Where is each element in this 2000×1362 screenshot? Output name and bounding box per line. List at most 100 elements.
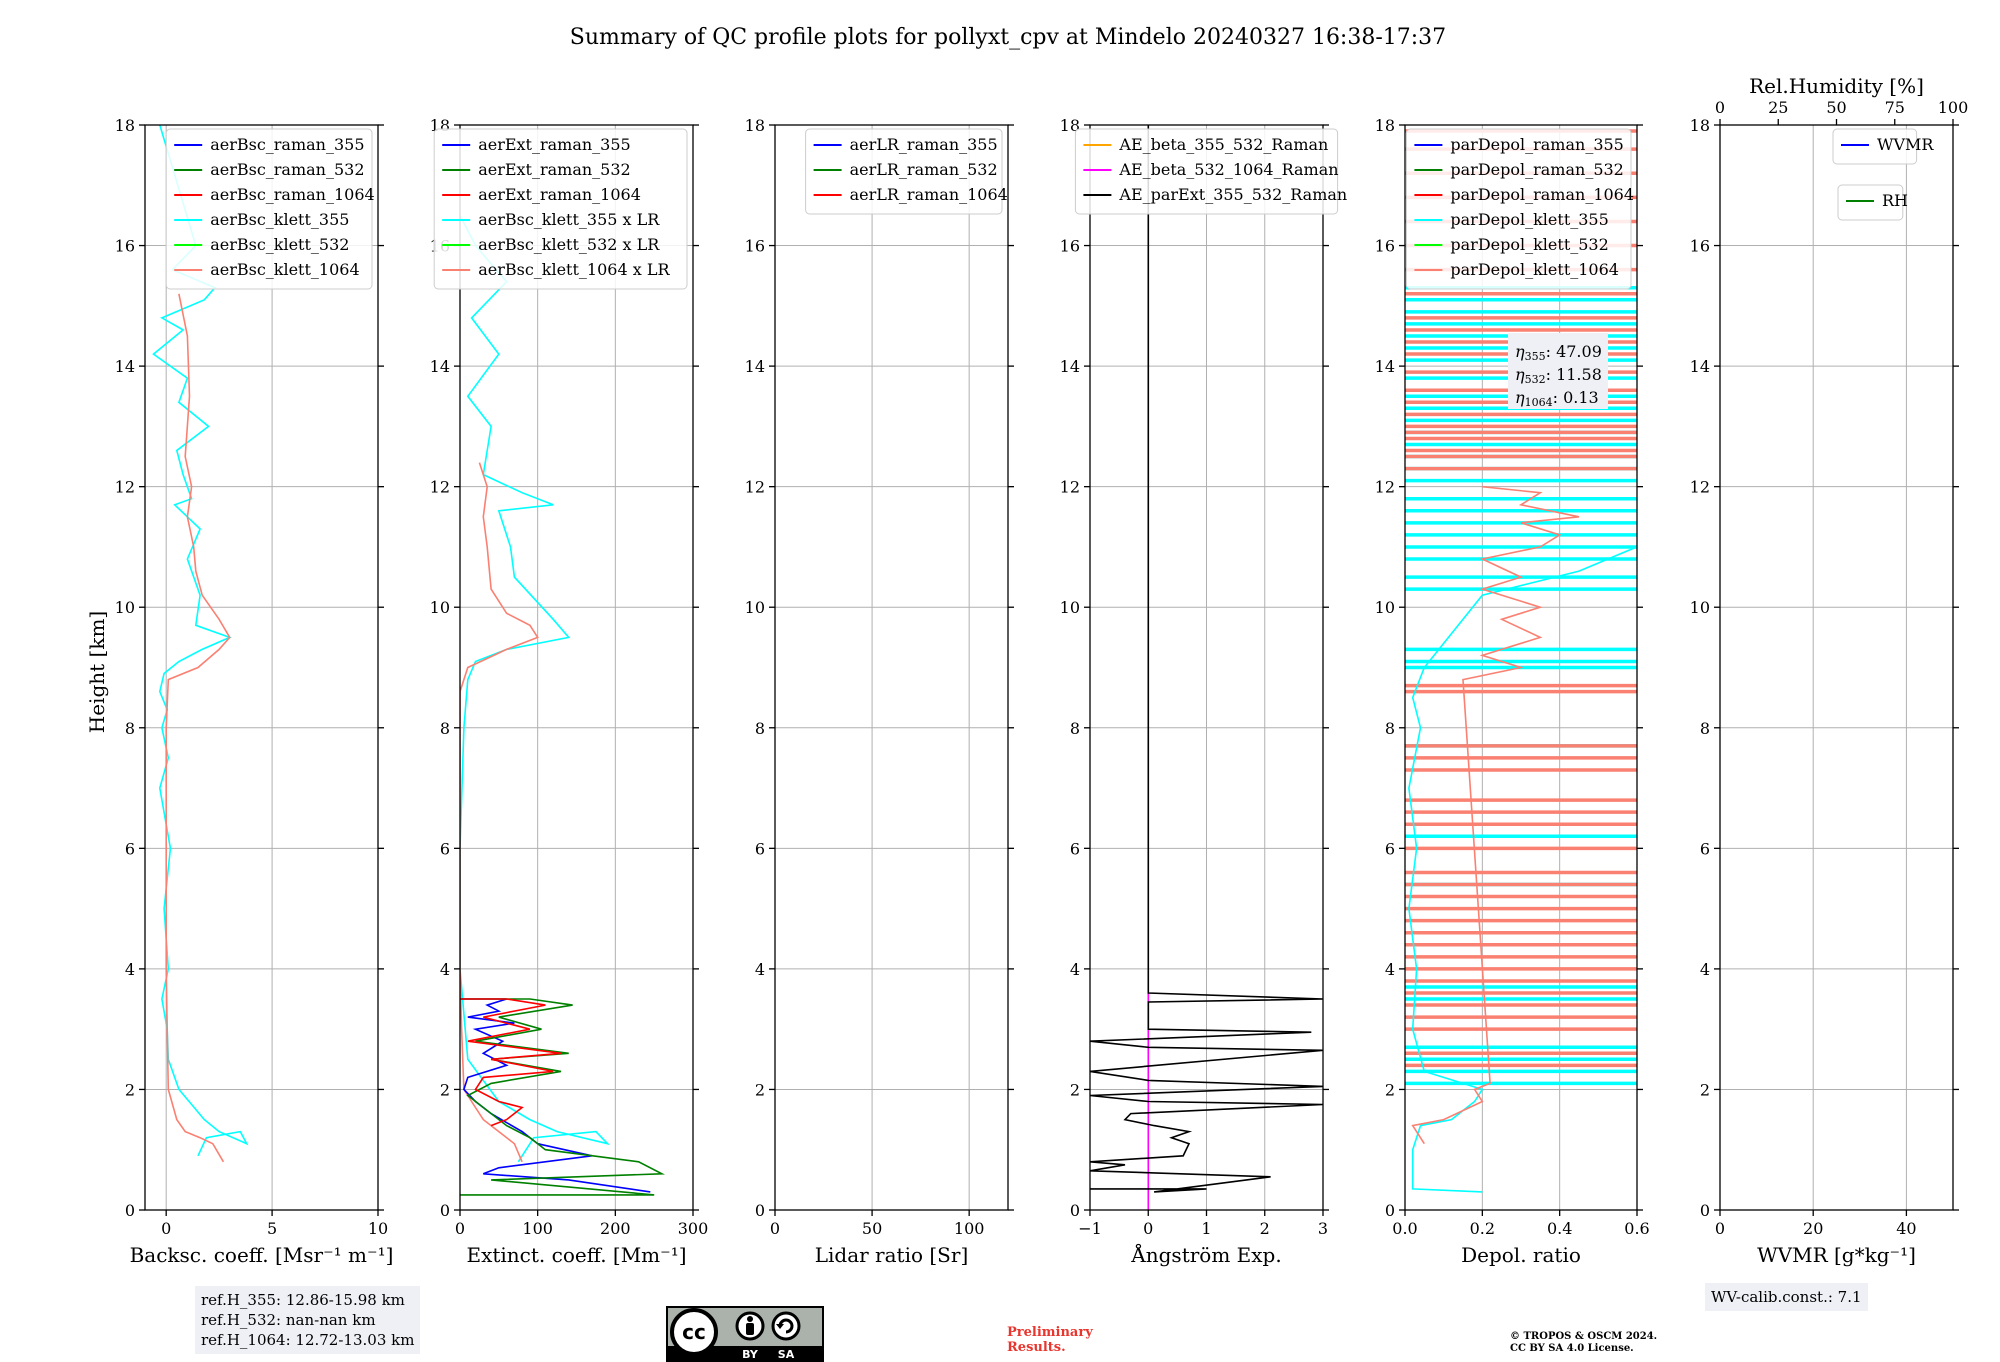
y-tick-label: 6: [125, 839, 135, 858]
y-tick-label: 8: [125, 719, 135, 738]
series-aerBsc_klett_1064 x LR: [460, 462, 539, 1163]
legend-ae: AE_beta_355_532_Raman AE_beta_532_1064_Ra…: [1074, 128, 1347, 215]
copyright-line-1: © TROPOS & OSCM 2024.: [1510, 1331, 1658, 1342]
y-tick-label: 12: [1060, 478, 1080, 497]
y-tick-label: 12: [1375, 478, 1395, 497]
y-tick-label: 16: [115, 237, 135, 256]
x-axis-label: Lidar ratio [Sr]: [815, 1243, 969, 1267]
legend-entry: aerLR_raman_355: [850, 135, 998, 154]
y-tick-label: 18: [1060, 116, 1080, 135]
series-aerExt_raman_1064: [460, 998, 562, 1127]
copyright-notice: © TROPOS & OSCM 2024. CC BY SA 4.0 Licen…: [1510, 1331, 1657, 1355]
x-axis-label: Ångström Exp.: [1130, 1242, 1281, 1267]
ref-heights-box: ref.H_355: 12.86-15.98 km ref.H_532: nan…: [195, 1286, 421, 1354]
legend-entry: aerBsc_klett_532 x LR: [478, 235, 660, 254]
y-tick-label: 0: [125, 1201, 135, 1220]
y-tick-label: 10: [1375, 598, 1395, 617]
series-aerBsc_klett_355 x LR: [460, 215, 611, 1163]
sa-label: SA: [778, 1348, 795, 1361]
y-tick-label: 6: [755, 839, 765, 858]
legend-entry: aerBsc_klett_1064 x LR: [478, 260, 670, 279]
top-x-axis-label: Rel.Humidity [%]: [1749, 74, 1924, 98]
x-axis-label: WVMR [g*kg⁻¹]: [1757, 1243, 1916, 1267]
figure-title: Summary of QC profile plots for pollyxt_…: [570, 25, 1446, 50]
y-tick-label: 12: [745, 478, 765, 497]
legend-entry: RH: [1882, 191, 1908, 210]
y-tick-label: 8: [440, 719, 450, 738]
y-tick-label: 14: [115, 357, 135, 376]
legend-frame: [1832, 128, 1918, 165]
y-tick-label: 2: [755, 1080, 765, 1099]
series-aerExt_raman_532: [460, 998, 665, 1196]
legend-entry: aerBsc_raman_355: [210, 135, 364, 154]
y-tick-label: 0: [440, 1201, 450, 1220]
legend-frame: [1405, 128, 1632, 290]
x-axis-label: Depol. ratio: [1461, 1243, 1581, 1267]
legend-entry: aerExt_raman_355: [478, 135, 631, 154]
legend-entry: aerBsc_raman_532: [210, 160, 364, 179]
series-aerBsc_klett_355: [152, 125, 249, 1157]
y-tick-label: 14: [1690, 357, 1710, 376]
sa-share-icon: [771, 1311, 801, 1341]
x-tick-label: 50: [862, 1219, 882, 1238]
x-axis-label: Extinct. coeff. [Mm⁻¹]: [466, 1243, 686, 1267]
series-parDepol_klett_355: [1408, 546, 1637, 1193]
y-tick-label: 6: [1385, 839, 1395, 858]
y-tick-label: 16: [745, 237, 765, 256]
y-tick-label: 16: [1690, 237, 1710, 256]
x-tick-label: 0: [1143, 1219, 1153, 1238]
legend-entry: WVMR: [1877, 135, 1934, 154]
legend-entry: aerBsc_klett_532: [210, 235, 349, 254]
y-tick-label: 10: [1690, 598, 1710, 617]
y-tick-label: 0: [1070, 1201, 1080, 1220]
y-tick-label: 8: [755, 719, 765, 738]
x-tick-label: 5: [267, 1219, 277, 1238]
legend-entry: aerBsc_klett_355: [210, 210, 349, 229]
y-tick-label: 18: [745, 116, 765, 135]
preliminary-line-2: Results.: [1007, 1340, 1066, 1355]
legend-entry: aerExt_raman_532: [478, 160, 631, 179]
y-tick-label: 8: [1700, 719, 1710, 738]
legend-entry: AE_parExt_355_532_Raman: [1118, 185, 1347, 204]
legend-entry: aerBsc_raman_1064: [210, 185, 375, 204]
ref-height-1064: ref.H_1064: 12.72-13.03 km: [201, 1331, 415, 1349]
top-x-tick-label: 50: [1826, 98, 1846, 117]
wv-calib-box: WV-calib.const.: 7.1: [1705, 1283, 1868, 1311]
x-tick-label: 0.2: [1470, 1219, 1495, 1238]
x-tick-label: 100: [522, 1219, 553, 1238]
panel-wv: 0 20 40 0 2 4 6 8 10 12 14 16 18 WVMR [g*kg⁻¹] 0 25 50 75…: [1690, 74, 1969, 1267]
y-tick-label: 12: [430, 478, 450, 497]
panel-ext: 0100200300024681012141618Extinct. coeff.…: [430, 116, 709, 1267]
axes-frame: [144, 124, 379, 1211]
y-tick-label: 6: [440, 839, 450, 858]
series-aerBsc_klett_1064: [165, 293, 231, 1163]
preliminary-results: Preliminary Results.: [1007, 1325, 1093, 1355]
series-group: [1090, 125, 1323, 1210]
preliminary-line-1: Preliminary: [1007, 1325, 1093, 1340]
legend-frame: [165, 128, 373, 290]
panel-bsc: 0 5 10 0 2 4 6 8 10 12 14 16 18 Backsc. coeff. [Msr⁻¹…: [115, 116, 394, 1267]
y-tick-label: 8: [1385, 719, 1395, 738]
legend-entry: aerBsc_klett_1064: [210, 260, 359, 279]
legend-frame: [1074, 128, 1339, 215]
y-tick-label: 4: [125, 960, 135, 979]
legend-entry: aerBsc_klett_355 x LR: [478, 210, 660, 229]
x-tick-label: 0.4: [1547, 1219, 1572, 1238]
y-tick-label: 14: [745, 357, 765, 376]
legend-depol: parDepol_raman_355 parDepol_raman_532 parD…: [1405, 128, 1634, 290]
x-tick-label: 2: [1260, 1219, 1270, 1238]
y-tick-label: 6: [1700, 839, 1710, 858]
top-x-tick-label: 0: [1715, 98, 1725, 117]
y-tick-label: 18: [115, 116, 135, 135]
series-parDepol_klett_1064: [1411, 485, 1580, 1145]
top-x-tick-label: 100: [1938, 98, 1969, 117]
y-axis-label: Height [km]: [85, 611, 109, 733]
y-tick-label: 18: [1375, 116, 1395, 135]
eta-value-532: η532: 11.58: [1515, 365, 1602, 386]
y-tick-label: 4: [755, 960, 765, 979]
x-tick-label: −1: [1078, 1219, 1102, 1238]
y-tick-label: 2: [440, 1080, 450, 1099]
by-label: BY: [742, 1348, 759, 1361]
